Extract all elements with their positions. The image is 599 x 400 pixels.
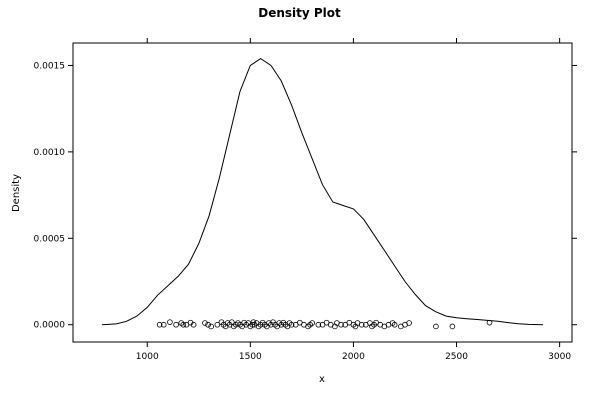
rug-point — [288, 321, 295, 328]
x-tick-label: 1000 — [136, 352, 159, 362]
rug-point — [358, 321, 365, 328]
rug-point — [338, 321, 344, 328]
rug-point — [190, 321, 197, 328]
chart-title: Density Plot — [258, 6, 341, 20]
y-tick-label: 0.0000 — [34, 321, 66, 331]
rug-point — [160, 321, 167, 328]
y-axis-title: Density — [11, 174, 22, 212]
y-tick-label: 0.0010 — [34, 148, 66, 158]
x-axis-ticks: 1000 1500 2000 2500 3000 — [136, 38, 571, 362]
rug-point — [173, 321, 179, 328]
rug-point — [180, 321, 187, 328]
x-axis-title: x — [319, 374, 325, 385]
rug-point — [309, 320, 315, 326]
rug-points-layer — [156, 319, 493, 330]
x-tick-label: 3000 — [548, 352, 571, 362]
rug-point — [315, 321, 322, 328]
rug-point — [228, 319, 235, 325]
x-tick-label: 2500 — [445, 352, 468, 362]
rug-point — [205, 321, 211, 328]
density-line-layer — [101, 57, 544, 326]
x-tick-label: 1500 — [239, 352, 262, 362]
y-axis-ticks: 0.0000 0.0005 0.0010 0.0015 — [34, 61, 577, 331]
y-tick-label: 0.0015 — [34, 61, 66, 71]
rug-point — [449, 323, 456, 330]
rug-point — [208, 323, 214, 330]
density-curve-line — [101, 57, 544, 326]
rug-point — [202, 320, 208, 326]
x-tick-label: 2000 — [342, 352, 365, 362]
rug-point — [167, 319, 173, 325]
plot-panel-frame — [72, 42, 573, 343]
rug-point — [250, 319, 257, 325]
rug-point — [156, 321, 163, 328]
rug-point — [406, 320, 412, 326]
rug-point — [433, 323, 439, 330]
rug-point — [391, 321, 398, 328]
y-tick-label: 0.0005 — [34, 234, 66, 244]
rug-point — [214, 321, 221, 328]
